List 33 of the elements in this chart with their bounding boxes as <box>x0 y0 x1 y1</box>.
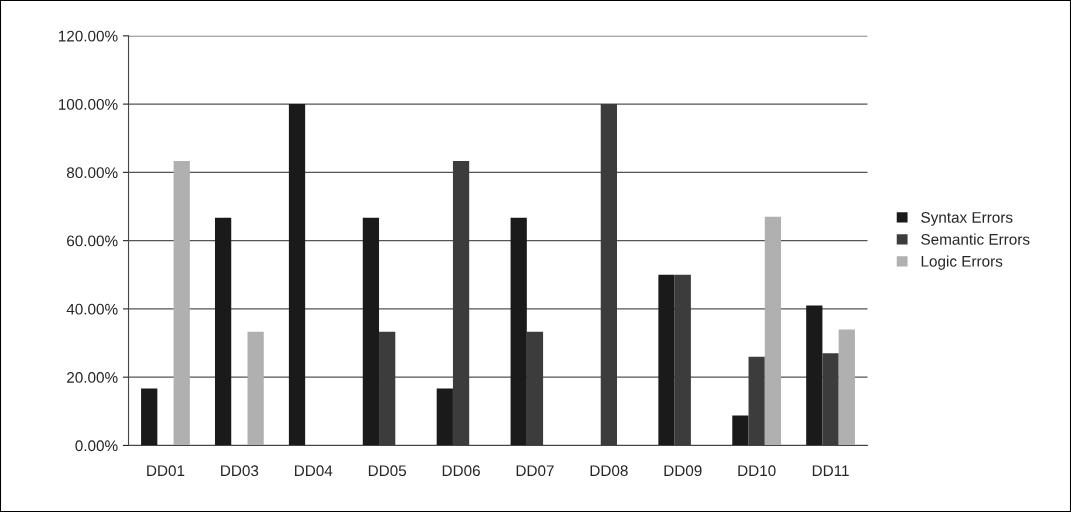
bar <box>510 217 527 446</box>
bar <box>436 388 453 446</box>
x-tick-label: DD11 <box>812 465 849 476</box>
bar <box>214 217 232 446</box>
bar <box>288 104 306 446</box>
y-tick-label: 40.00% <box>66 303 118 315</box>
x-tick-label: DD05 <box>368 465 407 477</box>
y-tick-label: 20.00% <box>67 372 118 383</box>
legend-label: Logic Errors <box>921 255 1003 270</box>
y-tick-label: 100.00% <box>58 98 118 110</box>
bar <box>247 331 264 446</box>
x-tick-label: DD10 <box>738 465 776 477</box>
bar <box>362 217 380 446</box>
x-tick-label: DD08 <box>590 465 628 477</box>
x-tick-label: DD07 <box>516 465 554 477</box>
y-tick-label: 0.00% <box>75 440 118 452</box>
x-tick-label: DD01 <box>147 465 185 477</box>
y-tick-label: 60.00% <box>67 235 118 247</box>
bar <box>732 415 749 446</box>
x-tick-label: DD04 <box>294 465 333 477</box>
bar <box>764 216 782 446</box>
x-tick-label: DD06 <box>442 465 480 477</box>
legend-label: Semantic Errors <box>921 233 1030 245</box>
bar <box>173 161 190 446</box>
bar <box>838 329 855 446</box>
y-tick-label: 120.00% <box>58 30 118 42</box>
bar <box>806 305 823 446</box>
x-tick-label: DD03 <box>221 465 259 477</box>
y-tick-label: 80.00% <box>66 167 118 179</box>
x-tick-label: DD09 <box>664 465 702 477</box>
legend-label: Syntax Errors <box>921 212 1013 226</box>
bar <box>658 274 675 446</box>
bar <box>141 388 158 446</box>
